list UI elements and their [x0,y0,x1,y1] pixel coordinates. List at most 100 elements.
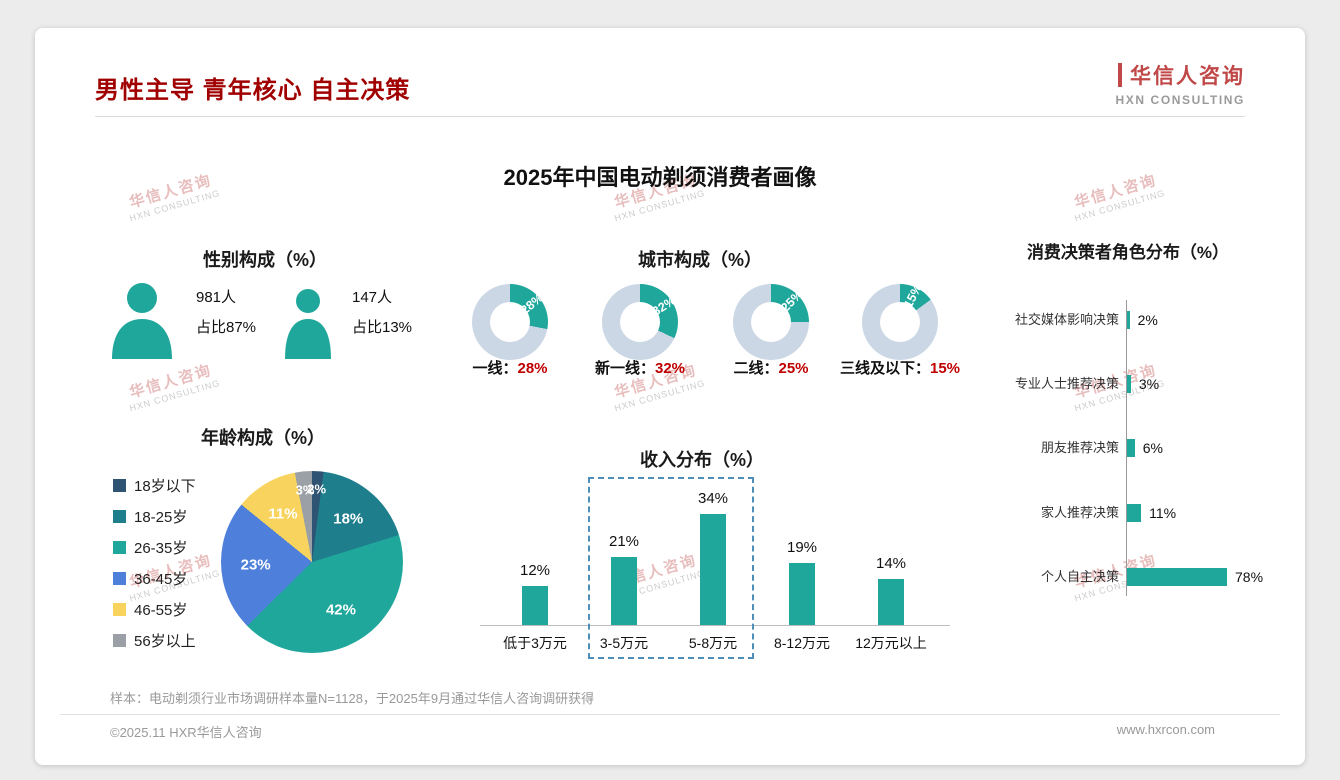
donut-hole [751,302,791,342]
footer-copyright: ©2025.11 HXR华信人咨询 [110,725,262,740]
income-category-label: 12万元以上 [855,635,927,651]
donut-caption: 二线：25% [701,357,841,378]
pie-slice-label: 42% [325,601,356,619]
donut-hole [620,302,660,342]
income-bar [522,586,548,625]
sample-note: 样本：电动剃须行业市场调研样本量N=1128，于2025年9月通过华信人咨询调研… [110,691,595,706]
decision-bar [1127,568,1227,586]
chart-main-title: 2025年中国电动剃须消费者画像 [503,165,817,190]
decision-bar [1127,504,1142,522]
legend-label: 18岁以下 [134,477,196,495]
page-title: 男性主导 青年核心 自主决策 [95,77,411,104]
donut-hole [490,302,530,342]
donut-caption: 一线：28% [440,357,580,378]
decision-bar [1127,439,1135,457]
legend-label: 18-25岁 [134,508,188,526]
income-value-label: 12% [519,562,551,579]
decision-value-label: 11% [1149,505,1177,521]
age-legend: 18岁以下 18-25岁 26-35岁 36-45岁 46-55岁 56岁以上 [113,474,196,660]
decision-value-label: 6% [1142,440,1163,456]
header-divider [95,116,1245,117]
income-value-label: 19% [786,539,818,556]
female-share: 占比13% [352,319,413,336]
pie-slice-label: 3% [295,482,315,498]
pie-slice-label: 23% [240,556,271,574]
female-icon [285,289,331,359]
logo-cn: 华信人咨询 [1130,65,1245,88]
donut-新一线: 32% [602,284,679,360]
income-section-title: 收入分布（%） [639,450,764,470]
legend-label: 26-35岁 [134,539,188,557]
decision-value-label: 2% [1137,312,1158,328]
legend-swatch [113,478,126,492]
donut-caption-label: 二线： [733,360,779,377]
donut-caption-value: 15% [929,360,961,377]
legend-label: 56岁以上 [134,632,196,650]
income-bar [878,579,904,625]
donut-caption: 新一线：32% [570,357,710,378]
income-category-label: 低于3万元 [503,635,567,651]
income-category-label: 5-8万元 [688,635,738,651]
city-section-title: 城市构成（%） [637,250,762,270]
decision-category-label: 专业人士推荐决策 [1014,376,1119,391]
donut-三线及以下: 15% [862,281,938,360]
donut-value-label: 15% [901,281,926,311]
logo-en: HXN CONSULTING [1115,93,1245,107]
income-category-label: 8-12万元 [773,635,831,651]
legend-item: 18岁以下 [113,474,196,496]
legend-swatch [113,633,126,647]
legend-swatch [113,602,126,616]
donut-caption-label: 新一线： [594,360,655,377]
footer-url: www.hxrcon.com [1116,722,1215,737]
legend-item: 46-55岁 [113,598,196,620]
age-pie-chart [221,471,403,653]
income-bar [700,514,726,625]
donut-二线: 25% [733,284,809,360]
decision-value-label: 78% [1235,569,1264,585]
male-count: 981人 [196,289,237,306]
income-bar [789,563,815,625]
male-icon [112,283,172,359]
decision-category-label: 家人推荐决策 [1040,505,1119,520]
income-category-label: 3-5万元 [599,635,649,651]
income-value-label: 21% [608,533,640,550]
gender-section-title: 性别构成（%） [202,250,327,270]
donut-caption-label: 三线及以下： [839,360,930,377]
income-value-label: 34% [697,490,729,507]
legend-item: 36-45岁 [113,567,196,589]
legend-item: 26-35岁 [113,536,196,558]
decision-category-label: 社交媒体影响决策 [1014,312,1119,327]
income-axis [480,625,950,626]
decision-category-label: 朋友推荐决策 [1040,440,1119,455]
donut-caption-value: 25% [778,360,809,377]
decision-bar [1127,375,1131,393]
donut-caption: 三线及以下：15% [830,357,970,378]
decision-value-label: 3% [1138,376,1160,392]
female-count: 147人 [352,289,393,306]
pie-slice-label: 18% [333,510,364,528]
income-value-label: 14% [875,555,907,572]
male-share: 占比87% [196,319,257,336]
donut-caption-value: 28% [517,360,548,377]
donut-hole [880,302,920,342]
donut-caption-label: 一线： [472,360,518,377]
decision-bar [1127,311,1130,329]
donut-一线: 28% [472,284,548,360]
footer-divider [60,714,1280,715]
legend-label: 36-45岁 [134,570,188,588]
decision-section-title: 消费决策者角色分布（%） [1026,243,1230,262]
slide-card [35,28,1305,765]
legend-item: 18-25岁 [113,505,196,527]
income-highlight-box [588,477,754,659]
legend-item: 56岁以上 [113,629,196,651]
pie-slice-label: 11% [268,505,298,523]
decision-axis [1126,300,1127,596]
donut-caption-value: 32% [654,360,686,377]
logo: 华信人咨询 HXN CONSULTING [1085,60,1245,107]
income-bar [611,557,637,625]
legend-label: 46-55岁 [134,601,188,619]
logo-mark-icon [1118,63,1122,87]
age-section-title: 年龄构成（%） [200,428,325,448]
legend-swatch [113,509,126,523]
